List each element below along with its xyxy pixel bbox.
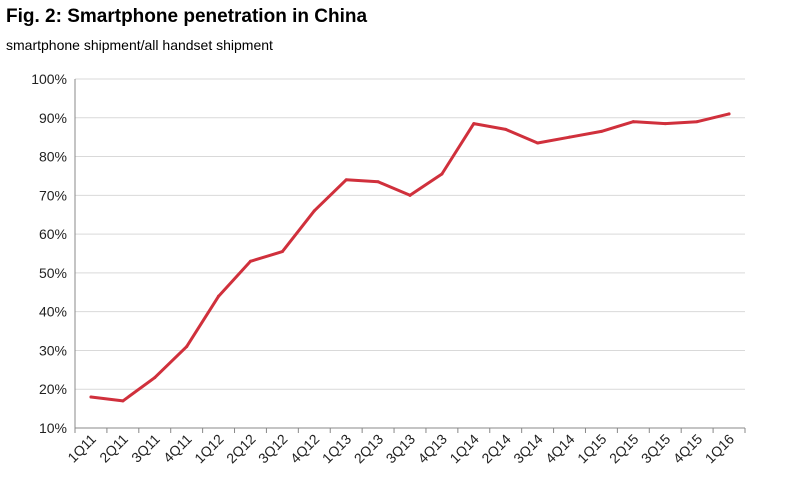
y-tick-label: 100% [31,71,67,87]
x-tick-label: 1Q14 [446,431,482,467]
data-point [472,122,476,126]
x-tick-label: 4Q13 [414,431,450,467]
x-tick-label: 2Q12 [223,431,259,467]
data-point [344,178,348,182]
x-tick-label: 2Q14 [478,431,514,467]
data-point [89,395,93,399]
x-tick-label: 3Q15 [638,431,674,467]
gridlines [75,78,745,390]
x-tick-label: 4Q12 [287,431,323,467]
data-point [695,120,699,124]
data-point [153,376,157,380]
series-lines [89,112,731,403]
y-tick-label: 10% [39,420,67,436]
x-tick-label: 4Q14 [542,431,578,467]
data-point [599,129,603,133]
y-tick-label: 70% [39,187,67,203]
data-point [376,180,380,184]
x-tick-label: 1Q11 [64,431,99,466]
y-tick-label: 60% [39,226,67,242]
data-point [504,127,508,131]
data-point [568,135,572,139]
data-point [663,122,667,126]
x-tick-label: 1Q15 [574,431,610,467]
y-tick-label: 20% [39,381,67,397]
x-tick-label: 1Q16 [702,431,738,467]
data-point [121,399,125,403]
x-tick-label: 2Q13 [351,431,387,467]
x-tick-label: 3Q13 [383,431,419,467]
x-tick-label: 4Q15 [670,431,706,467]
y-tick-label: 50% [39,265,67,281]
y-tick-label: 30% [39,342,67,358]
x-tick-label: 3Q12 [255,431,291,467]
x-tick-label: 2Q11 [96,431,131,466]
data-point [248,259,252,263]
chart-subtitle: smartphone shipment/all handset shipment [6,37,273,53]
data-point [217,294,221,298]
data-point [536,141,540,145]
x-tick-label: 4Q11 [160,431,195,466]
data-point [312,209,316,213]
data-point [631,120,635,124]
data-point [408,193,412,197]
x-tick-label: 1Q13 [319,431,355,467]
data-point [185,345,189,349]
y-tick-label: 90% [39,110,67,126]
data-point [440,172,444,176]
chart-title: Fig. 2: Smartphone penetration in China [6,6,368,27]
data-point [727,112,731,116]
x-tick-label: 3Q14 [510,431,546,467]
y-axis: 10% 20% 30% 40% 50% 60% 70% 80% 90% 100% [31,71,67,436]
x-tick-label: 3Q11 [128,431,163,466]
y-tick-label: 40% [39,304,67,320]
x-tick-label: 2Q15 [606,431,642,467]
data-point [280,250,284,254]
y-tick-label: 80% [39,149,67,165]
x-tick-label: 1Q12 [191,431,227,467]
